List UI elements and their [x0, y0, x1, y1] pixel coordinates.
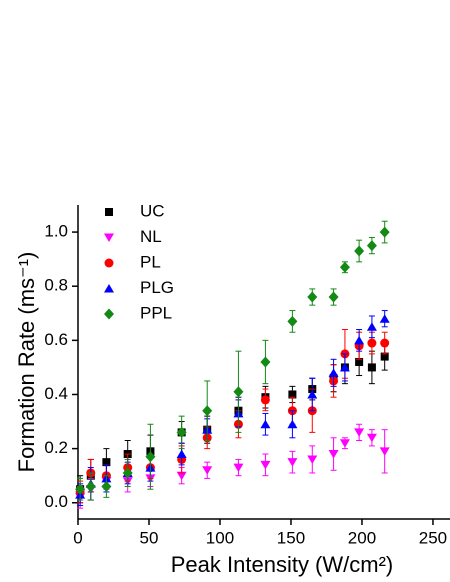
- marker: [260, 395, 270, 405]
- y-tick-label: 0.4: [44, 384, 68, 403]
- marker: [354, 335, 365, 345]
- marker: [288, 390, 297, 399]
- marker: [379, 447, 390, 456]
- x-tick-label: 50: [140, 528, 159, 547]
- marker: [233, 386, 244, 398]
- x-axis-label: Peak Intensity (W/cm²): [171, 552, 393, 577]
- marker: [339, 439, 350, 448]
- marker: [328, 368, 339, 377]
- marker: [307, 389, 318, 399]
- x-tick-label: 0: [73, 528, 82, 547]
- marker: [379, 226, 390, 238]
- marker: [102, 458, 111, 467]
- marker: [379, 314, 390, 323]
- marker: [122, 467, 133, 479]
- marker: [287, 315, 298, 327]
- marker: [339, 362, 350, 372]
- legend-label: UC: [140, 201, 165, 220]
- y-tick-label: 0.8: [44, 276, 68, 295]
- legend-marker: [104, 284, 114, 293]
- legend-marker: [104, 233, 114, 242]
- y-tick-label: 0.2: [44, 438, 68, 457]
- marker: [380, 338, 390, 348]
- marker: [366, 433, 377, 443]
- legend-marker: [104, 308, 114, 320]
- marker: [202, 466, 213, 475]
- marker: [328, 291, 339, 303]
- marker: [339, 261, 350, 273]
- y-tick-label: 0.6: [44, 330, 68, 349]
- marker: [354, 428, 365, 437]
- marker: [355, 358, 364, 366]
- marker: [176, 449, 187, 459]
- marker: [366, 240, 377, 252]
- marker: [354, 245, 365, 257]
- marker: [233, 463, 244, 473]
- y-tick-label: 1.0: [44, 222, 68, 241]
- marker: [260, 356, 271, 368]
- y-axis-label: Formation Rate (ms⁻¹): [14, 252, 39, 473]
- x-tick-label: 250: [419, 528, 447, 547]
- marker: [176, 471, 187, 481]
- marker: [75, 483, 86, 495]
- marker: [287, 419, 298, 429]
- marker: [328, 450, 339, 459]
- x-tick-label: 100: [206, 528, 234, 547]
- marker: [367, 338, 377, 348]
- legend-label: NL: [140, 227, 162, 246]
- legend-label: PLG: [140, 278, 174, 297]
- legend-marker: [105, 208, 113, 216]
- marker: [380, 352, 389, 361]
- marker: [366, 322, 377, 331]
- y-tick-label: 0.0: [44, 492, 68, 511]
- legend-label: PPL: [140, 303, 172, 322]
- legend-label: PL: [140, 252, 161, 271]
- marker: [176, 426, 187, 438]
- x-tick-label: 200: [348, 528, 376, 547]
- marker: [260, 419, 271, 429]
- marker: [367, 363, 376, 372]
- marker: [307, 291, 318, 303]
- marker: [307, 455, 318, 464]
- marker: [85, 481, 96, 493]
- marker: [260, 460, 271, 470]
- marker: [101, 481, 112, 493]
- x-tick-label: 150: [277, 528, 305, 547]
- marker: [287, 458, 298, 467]
- marker: [202, 405, 213, 417]
- legend-marker: [104, 258, 114, 268]
- marker: [145, 451, 156, 463]
